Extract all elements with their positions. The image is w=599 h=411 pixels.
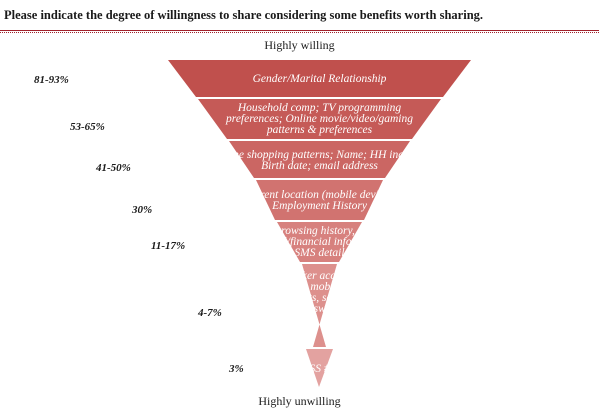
top-label: Highly willing: [264, 38, 335, 52]
bottom-label: Highly unwilling: [258, 394, 341, 408]
level-4-items: Current location (mobile device); Employ…: [242, 189, 397, 212]
level-1-percent: 81-93%: [34, 74, 69, 86]
funnel-band-6: [302, 264, 337, 347]
funnel-band-3: [229, 141, 410, 178]
level-3-percent: 41-50%: [96, 162, 131, 174]
level-6-percent: 4-7%: [198, 307, 222, 319]
level-2-percent: 53-65%: [70, 121, 105, 133]
level-1-items: Gender/Marital Relationship: [252, 73, 387, 85]
title-divider: [0, 30, 599, 31]
level-2-items: Household comp; TV programming preferenc…: [226, 102, 413, 136]
funnel-band-2: [198, 99, 441, 139]
level-6-items: Digital locker access, mobile call histo…: [249, 270, 390, 315]
level-3-items: Online shopping patterns; Name; HH incom…: [212, 149, 427, 172]
funnel-band-7: [306, 349, 333, 387]
level-5-percent: 11-17%: [151, 240, 186, 252]
page-title: Please indicate the degree of willingnes…: [4, 8, 484, 22]
funnel-band-4: [256, 180, 383, 220]
level-4-percent: 30%: [132, 204, 153, 216]
title-dotted-divider: [0, 32, 599, 33]
level-7-percent: 3%: [229, 363, 244, 375]
funnel-band-5: [277, 222, 362, 262]
level-5-items: Web browsing history, cell #, medical/fi…: [250, 225, 389, 259]
funnel-band-1: [168, 60, 471, 97]
level-7-items: SS #: [309, 363, 330, 375]
